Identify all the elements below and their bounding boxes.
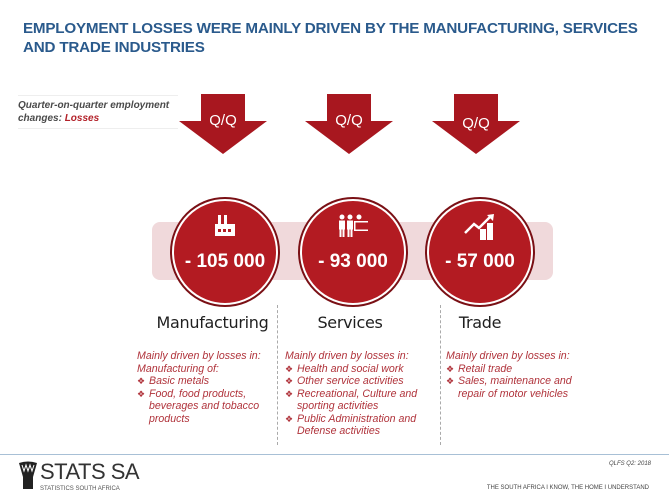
down-arrow-services: Q/Q [305,94,393,154]
people-desk-icon [302,213,404,239]
details-subintro: Manufacturing of: [137,362,219,375]
services-value: - 93 000 [318,251,388,272]
qq-label-prefix: Quarter-on-quarter employment changes: [18,100,170,124]
qq-label-losses: Losses [64,113,100,124]
down-arrow-trade: Q/Q [432,94,520,154]
stats-sa-logo: STATS SA STATISTICS SOUTH AFRICA [18,460,148,494]
list-item: ❖ Public Administration and Defense activ… [285,412,417,438]
manufacturing-details: Mainly driven by losses in: Manufacturin… [137,350,275,425]
details-intro: Mainly driven by losses in: [285,350,409,362]
bullet-icon: ❖ [285,363,294,374]
down-arrow-manufacturing: Q/Q [179,94,267,154]
list-item: ❖ Other service activities [285,375,404,387]
qq-changes-label: Quarter-on-quarter employment changes: L… [18,95,178,129]
brand-name: STATS SA [40,459,140,484]
footer-tagline: THE SOUTH AFRICA I KNOW, THE HOME I UNDE… [486,485,649,491]
list-item: ❖ Recreational, Culture and sporting acti… [285,387,418,413]
sector-name-manufacturing: Manufacturing [156,313,269,332]
manufacturing-circle: - 105 000 [172,199,278,305]
page-title: EMPLOYMENT LOSSES WERE MAINLY DRIVEN BY … [23,20,638,56]
drum-logo-icon [19,461,37,489]
details-intro: Mainly driven by losses in: [137,350,261,362]
services-circle: - 93 000 [300,199,406,305]
factory-icon [174,213,276,239]
trade-value: - 57 000 [445,251,515,272]
down-arrow-icon [305,94,393,154]
manufacturing-value: - 105 000 [184,251,266,272]
list-item: ❖ Retail trade [446,362,513,375]
bullet-icon: ❖ [285,376,294,386]
bullet-icon: ❖ [285,388,294,399]
bullet-icon: ❖ [137,376,146,386]
divider [440,305,441,445]
brand-subtitle: STATISTICS SOUTH AFRICA [40,486,120,492]
divider [277,305,278,445]
list-item: ❖ Health and social work [285,362,404,375]
bullet-icon: ❖ [446,376,455,386]
services-details: Mainly driven by losses in: ❖ Health and … [285,350,437,438]
bullet-icon: ❖ [285,413,294,424]
down-arrow-icon [179,94,267,154]
bullet-icon: ❖ [446,363,455,374]
arrow-label: Q/Q [462,115,490,132]
report-reference: QLFS Q2: 2018 [608,461,651,467]
trade-circle: - 57 000 [427,199,533,305]
footer-divider [0,454,669,455]
down-arrow-icon [432,94,520,154]
sector-name-trade: Trade [458,313,502,332]
arrow-label: Q/Q [335,112,363,129]
arrow-label: Q/Q [209,112,237,129]
list-item: ❖ Sales, maintenance and repair of motor … [446,375,572,400]
sector-name-services: Services [317,313,383,332]
list-item: ❖ Food, food products, beverages and toba… [137,387,260,425]
list-item: ❖ Basic metals [137,375,210,387]
details-intro: Mainly driven by losses in: [446,350,570,362]
trend-chart-icon [429,213,531,241]
bullet-icon: ❖ [137,388,146,399]
logo-text: STATS SA STATISTICS SOUTH AFRICA [40,459,140,493]
trade-details: Mainly driven by losses in: ❖ Retail trad… [446,350,591,400]
